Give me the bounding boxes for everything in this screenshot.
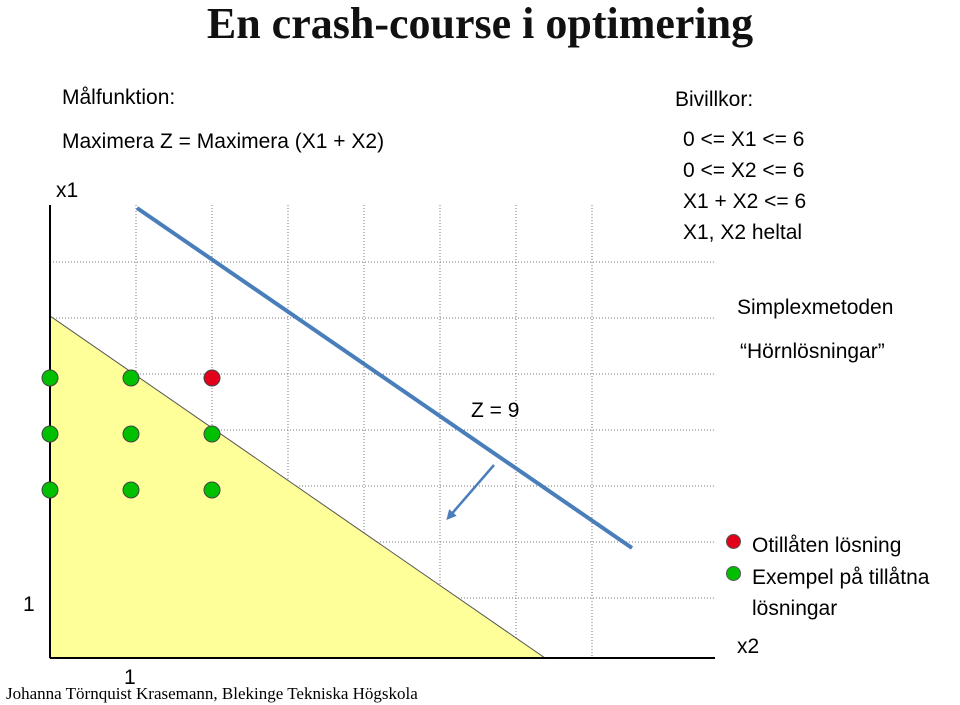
objective-line: [135, 206, 634, 550]
feasible-point: [41, 481, 59, 499]
feasible-point: [203, 481, 221, 499]
constraint-item: 0 <= X1 <= 6: [683, 128, 805, 151]
legend-feasible-line1: Exempel på tillåtna: [752, 566, 930, 589]
x1-axis-label: x1: [56, 179, 78, 202]
constraints-heading: Bivillkor:: [675, 88, 754, 111]
constraint-item: 0 <= X2 <= 6: [683, 159, 805, 182]
x2-tick-label: 1: [124, 666, 136, 689]
legend-feasible: Exempel på tillåtna lösningar: [726, 562, 929, 624]
legend-feasible-line2: lösningar: [752, 597, 838, 620]
lattice-points: [41, 369, 221, 499]
footer-credit: Johanna Törnquist Krasemann, Blekinge Te…: [6, 684, 418, 703]
feasible-dot-icon: [726, 566, 741, 581]
feasible-point: [122, 481, 140, 499]
objective-line-label: Z = 9: [471, 399, 519, 422]
x2-axis-label: x2: [737, 635, 759, 658]
constraint-item: X1 + X2 <= 6: [683, 190, 807, 213]
infeasible-point: [203, 369, 221, 387]
legend-feasible-label: Exempel på tillåtna lösningar: [752, 562, 929, 624]
feasible-point: [41, 369, 59, 387]
objective-heading: Målfunktion:: [62, 86, 176, 109]
direction-arrow: [446, 464, 495, 521]
constraint-item: X1, X2 heltal: [683, 221, 803, 244]
legend-infeasible: Otillåten lösning: [726, 530, 901, 561]
infeasible-dot-icon: [726, 534, 741, 549]
objective-formula: Maximera Z = Maximera (X1 + X2): [62, 130, 385, 153]
method-note: “Hörnlösningar”: [740, 340, 885, 363]
feasible-point: [122, 425, 140, 443]
slide-title: En crash-course i optimering: [206, 0, 754, 48]
method-name: Simplexmetoden: [737, 296, 894, 319]
feasible-point: [122, 369, 140, 387]
legend-infeasible-label: Otillåten lösning: [752, 534, 902, 557]
feasible-point: [203, 425, 221, 443]
constraints-list: 0 <= X1 <= 6 0 <= X2 <= 6 X1 + X2 <= 6 X…: [683, 124, 806, 248]
x1-tick-label: 1: [23, 593, 35, 616]
feasible-point: [41, 425, 59, 443]
vertical-gridlines: [135, 205, 593, 658]
